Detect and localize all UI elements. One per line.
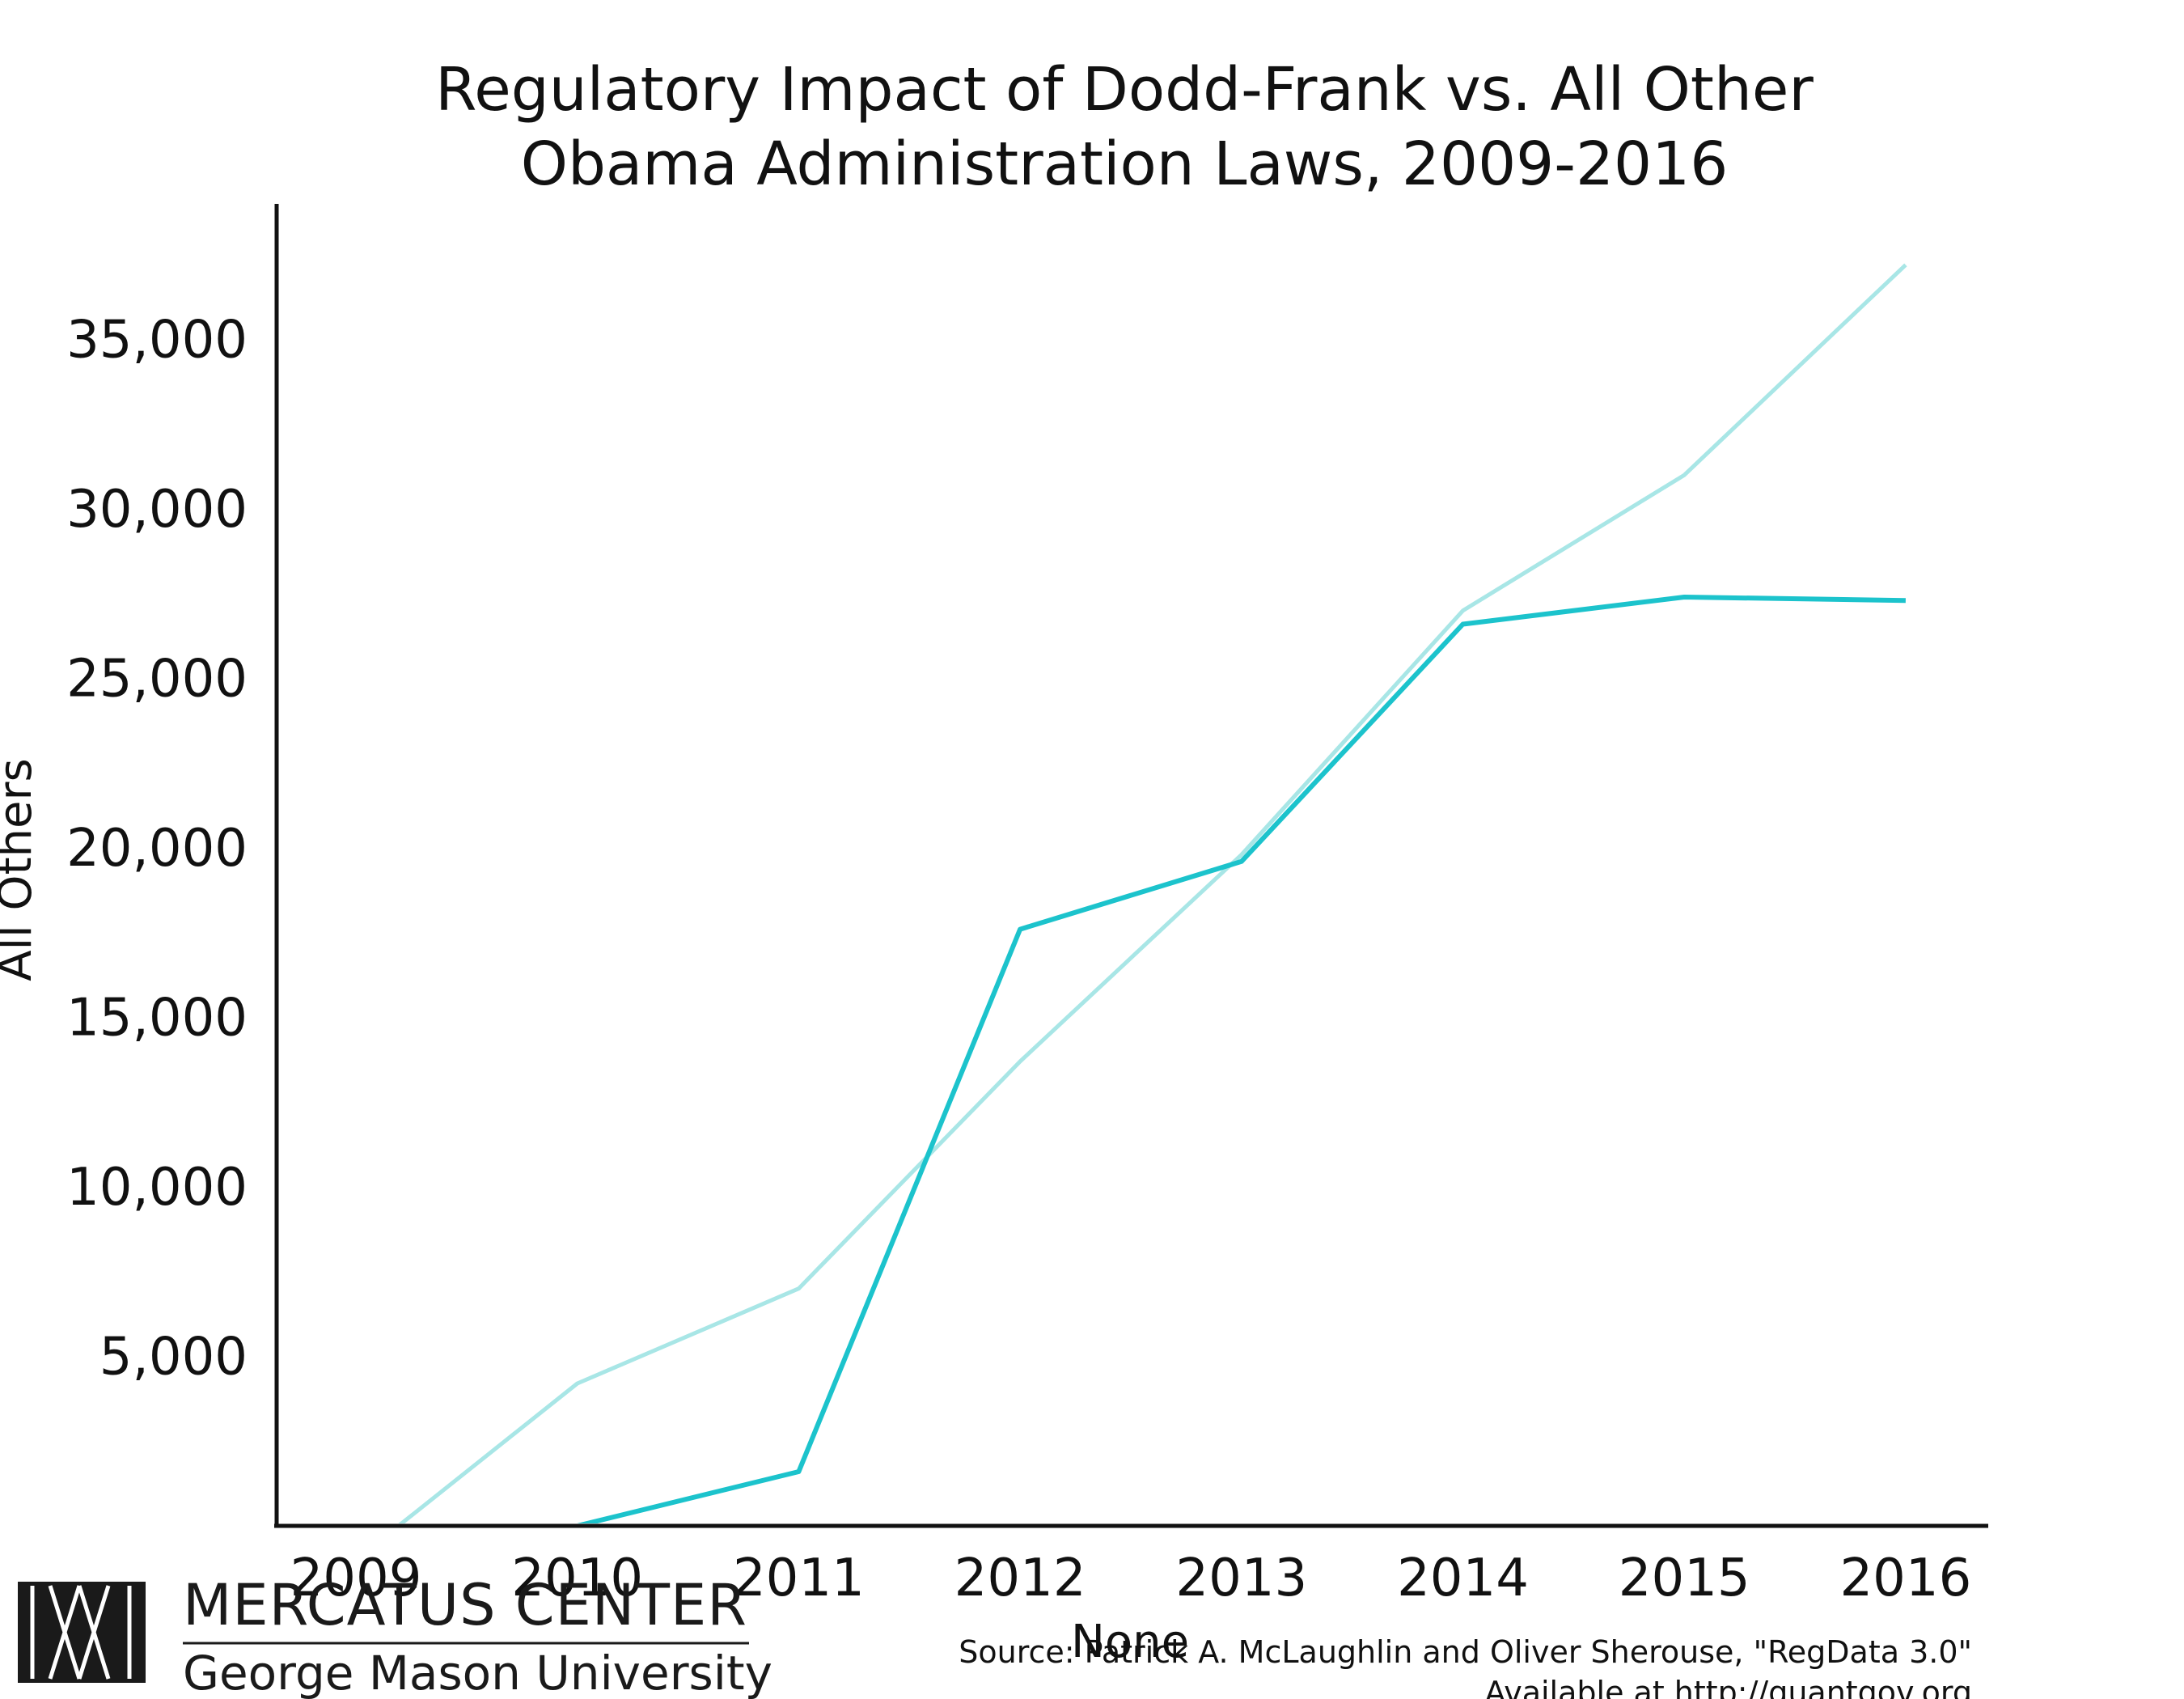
series-line-1 (398, 263, 1907, 1523)
x-tick-label: 2014 (1397, 1549, 1529, 1608)
y-tick-label: 35,000 (66, 311, 248, 371)
mercatus-logo: MERCATUS CENTER George Mason University (18, 1572, 772, 1699)
x-axis-label: None (1071, 1616, 1189, 1668)
x-tick-label: 2010 (511, 1549, 643, 1608)
logo-line-1: MERCATUS CENTER (183, 1572, 747, 1638)
x-tick-label: 2011 (733, 1549, 865, 1608)
x-tick-label: 2013 (1175, 1549, 1307, 1608)
y-tick-label: 20,000 (66, 819, 248, 879)
source-line-1: Source: Patrick A. McLaughlin and Oliver… (959, 1634, 1972, 1670)
chart-title-line-2: Obama Administration Laws, 2009-2016 (521, 129, 1729, 199)
y-tick-label: 5,000 (99, 1328, 248, 1388)
x-tick-label: 2016 (1839, 1549, 1971, 1608)
series-group (398, 263, 1907, 1523)
x-tick-label: 2012 (954, 1549, 1086, 1608)
y-tick-label: 25,000 (66, 650, 248, 710)
y-tick-labels: 5,000 10,000 15,000 20,000 25,000 30,000 35,00… (66, 311, 248, 1388)
x-tick-labels: 2009 2010 2011 2012 2013 2014 2015 2016 (290, 1549, 1972, 1608)
y-tick-label: 10,000 (66, 1158, 248, 1218)
series-line-2 (577, 595, 1906, 1523)
y-tick-label: 30,000 (66, 480, 248, 540)
y-axis-label: All Others (0, 758, 42, 981)
mercatus-logo-mark (18, 1582, 146, 1683)
x-tick-label: 2015 (1619, 1549, 1750, 1608)
chart-title-line-1: Regulatory Impact of Dodd-Frank vs. All … (435, 55, 1814, 125)
x-tick-label: 2009 (290, 1549, 422, 1608)
logo-line-2: George Mason University (183, 1646, 772, 1699)
source-line-2: Available at http://quantgov.org (1484, 1675, 1972, 1699)
y-tick-label: 15,000 (66, 989, 248, 1049)
